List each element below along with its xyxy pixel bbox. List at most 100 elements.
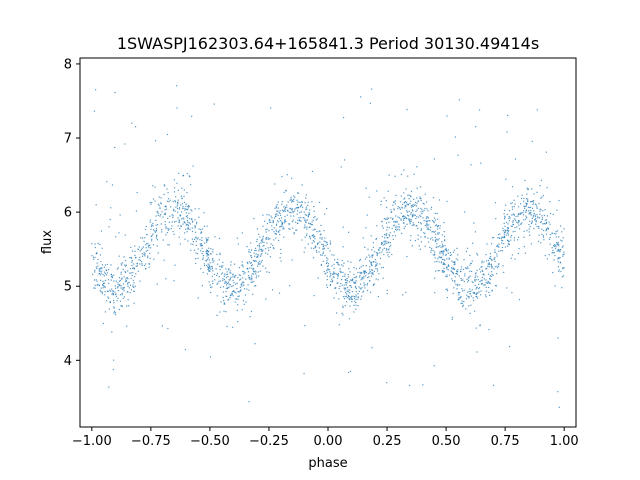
data-point [471,289,473,291]
data-point [549,243,551,245]
data-point [201,285,203,287]
data-point [267,247,269,249]
data-point [473,292,475,294]
data-point [364,246,366,248]
data-point [489,282,491,284]
data-point [143,252,145,254]
data-point [370,264,373,266]
data-point [127,299,129,301]
data-point [207,268,209,271]
data-point [342,271,344,274]
data-point [187,228,189,230]
data-point [185,215,187,218]
data-point [232,273,234,275]
data-point [131,274,133,277]
data-point [195,258,197,260]
data-point [170,206,172,208]
data-point [416,202,418,204]
data-point [505,234,508,236]
data-point [481,282,483,285]
data-point [463,259,465,261]
data-point [173,179,175,181]
data-point [500,250,502,252]
data-point [461,300,463,302]
data-point [147,255,149,257]
data-point [312,234,314,236]
data-point [479,280,481,283]
data-point [249,251,251,253]
data-point [98,285,100,287]
data-point [513,239,515,241]
data-point [106,272,108,274]
data-point [490,265,493,267]
data-point [173,280,175,282]
data-point [476,351,478,353]
data-point [305,194,307,196]
data-point [342,296,344,298]
data-point [433,253,436,255]
data-point [254,343,256,345]
x-tick-label: −0.25 [249,434,289,449]
data-point [238,267,241,269]
data-point [343,298,346,300]
data-point [102,280,104,282]
data-point [300,205,302,207]
data-point [436,238,438,240]
data-point [225,287,227,289]
data-point [529,206,532,208]
data-point [504,230,507,232]
data-point [115,295,118,298]
data-point [422,211,424,213]
data-point [254,249,256,252]
data-point [387,254,389,256]
data-point [267,237,269,239]
data-point [363,282,365,284]
data-point [341,264,343,266]
data-point [448,257,450,259]
data-point [358,286,360,288]
data-point [342,314,344,316]
data-point [101,247,103,249]
data-point [181,197,183,199]
data-point [134,126,137,128]
data-point [518,228,521,230]
data-point [351,301,353,303]
data-point [559,249,561,251]
data-point [223,302,225,304]
data-point [284,215,286,218]
data-point [553,252,556,254]
data-point [187,205,189,207]
data-point [250,265,252,267]
data-point [505,204,507,206]
data-point [268,219,270,221]
data-point [291,177,293,179]
data-point [452,251,455,253]
data-point [447,264,450,266]
data-point [161,229,163,231]
data-point [500,238,502,240]
data-point [156,239,159,241]
data-point [125,280,127,283]
data-point [392,204,394,206]
data-point [460,296,462,298]
data-point [292,219,294,221]
data-point [539,217,541,219]
data-point [246,261,248,263]
data-point [277,201,279,203]
data-point [387,217,390,219]
data-point [117,284,119,286]
data-point [326,260,328,262]
data-point [311,221,313,223]
data-point [133,286,135,289]
data-point [265,229,267,231]
data-point [375,261,377,263]
data-point [386,289,388,291]
data-point [545,151,547,153]
data-point [436,226,439,228]
data-point [530,214,533,216]
data-point [364,270,366,272]
data-point [262,225,264,227]
data-point [326,207,328,210]
data-point [252,259,255,262]
data-point [110,264,112,266]
